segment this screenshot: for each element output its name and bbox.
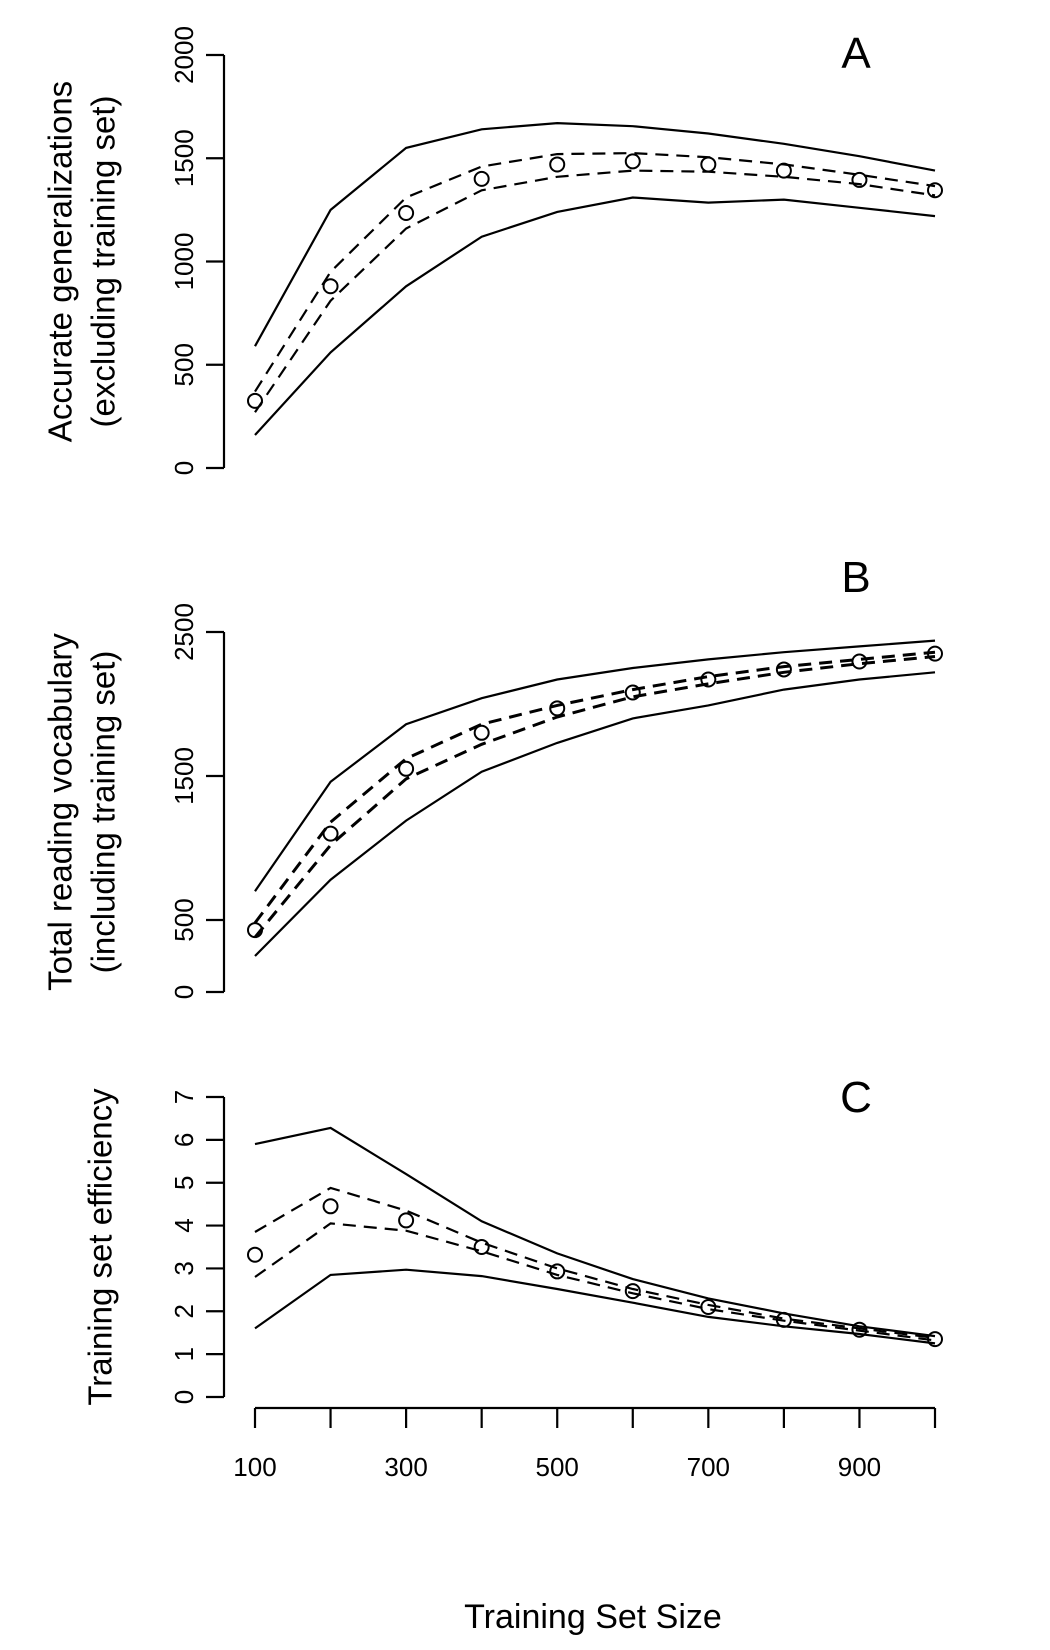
data-point — [851, 171, 868, 188]
data-point — [322, 1198, 339, 1215]
x-tick-label: 100 — [233, 1452, 276, 1482]
panel-b: 0 500 1500 2500 Total reading vocabulary (inc… — [42, 553, 943, 999]
y-axis-label-line2: (excluding training set) — [85, 96, 122, 428]
panel-letter: A — [841, 29, 871, 78]
y-tick-label: 0 — [169, 985, 199, 999]
y-tick-label: 1 — [169, 1347, 199, 1361]
data-point — [247, 392, 263, 409]
panel-a: 0 500 1000 1500 2000 Accurate generalizations… — [42, 26, 943, 475]
y-tick-label: 5 — [169, 1175, 199, 1189]
data-point — [247, 1246, 263, 1263]
x-tick-label: 700 — [687, 1452, 730, 1482]
data-point — [927, 182, 943, 199]
x-tick-label: 300 — [384, 1452, 427, 1482]
data-point — [322, 825, 339, 842]
data-point — [927, 1331, 943, 1348]
solid-bound-line — [254, 121, 936, 347]
x-tick-label: 500 — [536, 1452, 579, 1482]
dashed-bound-line — [254, 1222, 936, 1342]
data-point — [624, 1283, 641, 1300]
data-point — [549, 700, 566, 717]
data-point — [624, 153, 641, 170]
data-point — [473, 724, 490, 741]
y-tick-label: 4 — [169, 1218, 199, 1232]
x-axis-label: Training Set Size — [464, 1598, 722, 1636]
y-tick-label: 1500 — [169, 129, 199, 187]
data-point — [700, 156, 717, 173]
data-point — [398, 204, 415, 221]
y-tick-label: 2 — [169, 1304, 199, 1318]
data-point — [851, 653, 868, 670]
data-point — [775, 162, 792, 179]
y-tick-label: 3 — [169, 1261, 199, 1275]
data-point — [700, 671, 717, 688]
y-tick-label: 500 — [169, 898, 199, 941]
data-point — [473, 1239, 490, 1255]
dashed-bound-line — [253, 655, 936, 939]
data-point — [700, 1299, 717, 1315]
data-point — [398, 1212, 415, 1229]
y-axis-label: Training set efficiency — [82, 1088, 119, 1406]
solid-bound-line — [254, 639, 936, 892]
solid-bound-line — [254, 1268, 936, 1345]
panel-letter: B — [841, 553, 870, 602]
panel-c: 0 1 2 3 4 5 6 7 Training set efficiency C — [82, 1073, 943, 1406]
y-tick-label: 7 — [169, 1090, 199, 1104]
x-tick-label: 900 — [838, 1452, 881, 1482]
data-point — [322, 278, 339, 295]
y-tick-label: 1500 — [169, 747, 199, 805]
data-point — [624, 684, 641, 701]
data-point — [549, 156, 566, 173]
solid-bound-line — [254, 671, 936, 957]
solid-bound-line — [254, 196, 936, 436]
y-tick-label: 0 — [169, 461, 199, 475]
y-axis-label: Accurate generalizations — [42, 81, 79, 442]
data-point — [927, 645, 943, 662]
dashed-bound-line — [254, 151, 936, 393]
data-point — [851, 1321, 868, 1338]
solid-bound-line — [254, 1126, 936, 1338]
y-tick-label: 2500 — [169, 603, 199, 661]
dashed-bound-line — [254, 1186, 936, 1339]
data-point — [247, 922, 263, 939]
y-axis-label: Total reading vocabulary — [42, 633, 79, 991]
y-axis-label-line2: (including training set) — [85, 651, 122, 974]
y-tick-label: 0 — [169, 1390, 199, 1404]
dashed-bound-line — [253, 650, 936, 924]
data-point — [775, 1311, 792, 1328]
y-tick-label: 2000 — [169, 26, 199, 84]
y-tick-label: 500 — [169, 343, 199, 386]
data-point — [398, 760, 415, 777]
data-point — [549, 1263, 566, 1280]
y-tick-label: 1000 — [169, 233, 199, 291]
panel-letter: C — [840, 1073, 872, 1122]
data-point — [775, 661, 792, 678]
data-point — [473, 170, 490, 187]
y-tick-label: 6 — [169, 1133, 199, 1147]
x-axis: 100 300 500 700 900 — [233, 1406, 937, 1482]
